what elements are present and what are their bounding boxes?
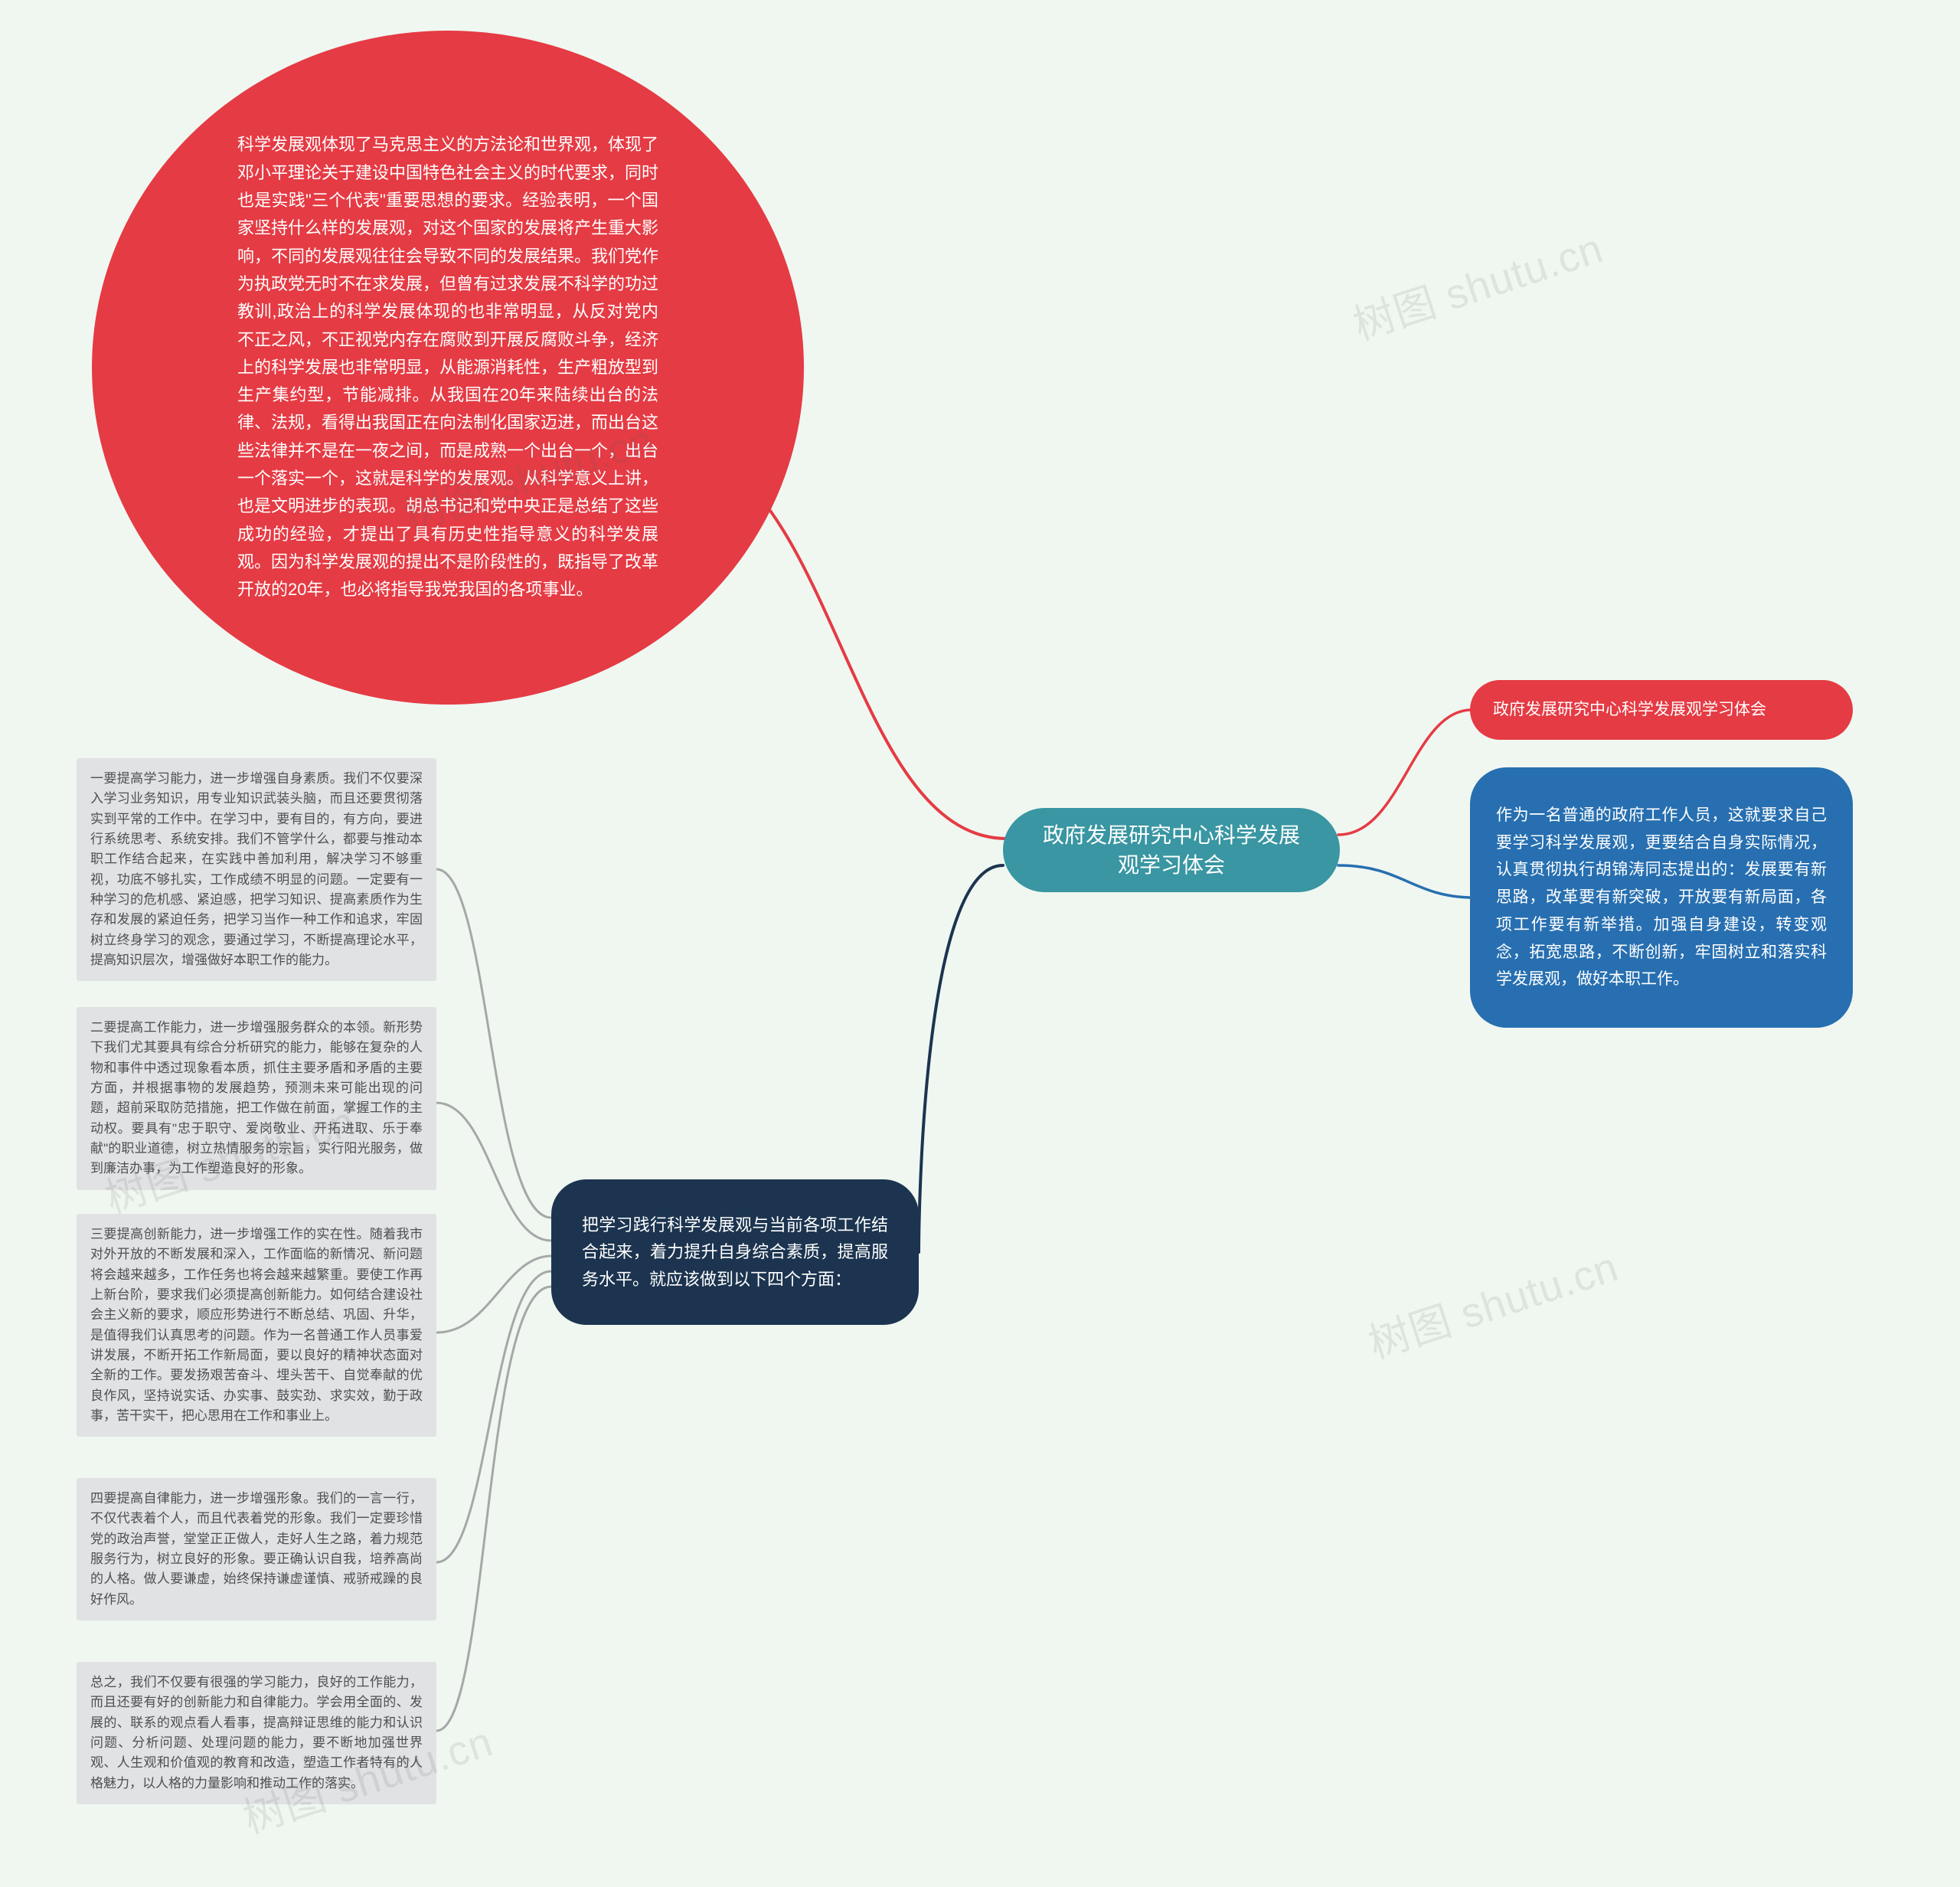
connector-6 <box>436 1103 551 1241</box>
connector-4 <box>1338 865 1470 898</box>
node-big-red-text: 科学发展观体现了马克思主义的方法论和世界观，体现了邓小平理论关于建设中国特色社会… <box>237 131 658 603</box>
node-navy-text: 把学习践行科学发展观与当前各项工作结合起来，着力提升自身综合素质，提高服务水平。… <box>582 1212 888 1293</box>
node-right-red-text: 政府发展研究中心科学发展观学习体会 <box>1493 698 1766 721</box>
connector-8 <box>436 1271 551 1562</box>
connector-7 <box>436 1256 551 1333</box>
watermark: 树图 shutu.cn <box>1344 214 1609 352</box>
connector-2 <box>919 865 1003 1252</box>
node-right-blue-text: 作为一名普通的政府工作人员，这就要求自己要学习科学发展观，更要结合自身实际情况，… <box>1496 802 1827 993</box>
node-right-blue: 作为一名普通的政府工作人员，这就要求自己要学习科学发展观，更要结合自身实际情况，… <box>1470 767 1853 1028</box>
node-right-red: 政府发展研究中心科学发展观学习体会 <box>1470 680 1853 740</box>
node-center-text: 政府发展研究中心科学发展观学习体会 <box>1034 820 1309 880</box>
gray-box-3: 三要提高创新能力，进一步增强工作的实在性。随着我市对外开放的不断发展和深入，工作… <box>77 1214 436 1437</box>
gray-box-2: 二要提高工作能力，进一步增强服务群众的本领。新形势下我们尤其要具有综合分析研究的… <box>77 1007 436 1190</box>
connector-3 <box>1338 710 1470 835</box>
connector-9 <box>436 1287 551 1731</box>
watermark: 树图 shutu.cn <box>1360 1233 1625 1371</box>
node-navy: 把学习践行科学发展观与当前各项工作结合起来，着力提升自身综合素质，提高服务水平。… <box>551 1179 919 1325</box>
connector-1 <box>739 475 1007 839</box>
node-center: 政府发展研究中心科学发展观学习体会 <box>1003 808 1340 892</box>
gray-box-4: 四要提高自律能力，进一步增强形象。我们的一言一行，不仅代表着个人，而且代表着党的… <box>77 1478 436 1620</box>
connector-5 <box>436 869 551 1218</box>
node-big-red: 科学发展观体现了马克思主义的方法论和世界观，体现了邓小平理论关于建设中国特色社会… <box>92 31 804 705</box>
gray-box-1: 一要提高学习能力，进一步增强自身素质。我们不仅要深入学习业务知识，用专业知识武装… <box>77 758 436 981</box>
gray-box-5: 总之，我们不仅要有很强的学习能力，良好的工作能力，而且还要有好的创新能力和自律能… <box>77 1662 436 1804</box>
